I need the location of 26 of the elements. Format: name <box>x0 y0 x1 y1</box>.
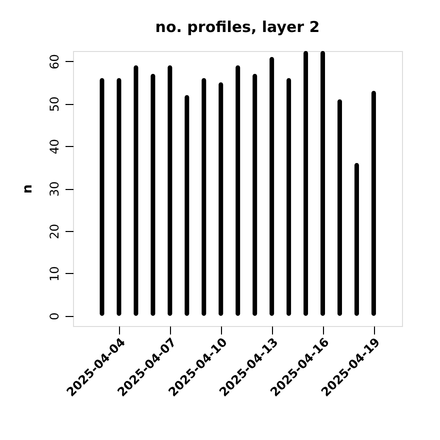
y-tick-label: 40 <box>48 138 62 154</box>
y-tick-label: 50 <box>48 96 62 112</box>
bar <box>168 65 172 316</box>
bar <box>320 51 326 316</box>
bar <box>116 78 122 316</box>
bar <box>354 163 359 316</box>
y-tick-label: 10 <box>48 266 62 282</box>
bar <box>202 78 206 316</box>
y-tick-label: 60 <box>48 54 62 70</box>
chart-title: no. profiles, layer 2 <box>155 18 320 36</box>
bar <box>304 51 308 316</box>
bar <box>252 74 258 316</box>
bar <box>286 78 292 316</box>
bar <box>218 82 224 316</box>
y-axis-title: n <box>20 184 36 194</box>
bar <box>371 90 376 316</box>
y-tick-label: 20 <box>48 224 62 240</box>
y-tick-label: 30 <box>48 181 62 197</box>
bar <box>236 65 240 316</box>
bar <box>270 56 274 316</box>
bar <box>134 65 138 316</box>
bar <box>184 95 190 316</box>
y-tick-label: 0 <box>48 312 62 320</box>
bar <box>337 99 342 316</box>
bar <box>150 74 156 316</box>
bar <box>100 78 104 316</box>
